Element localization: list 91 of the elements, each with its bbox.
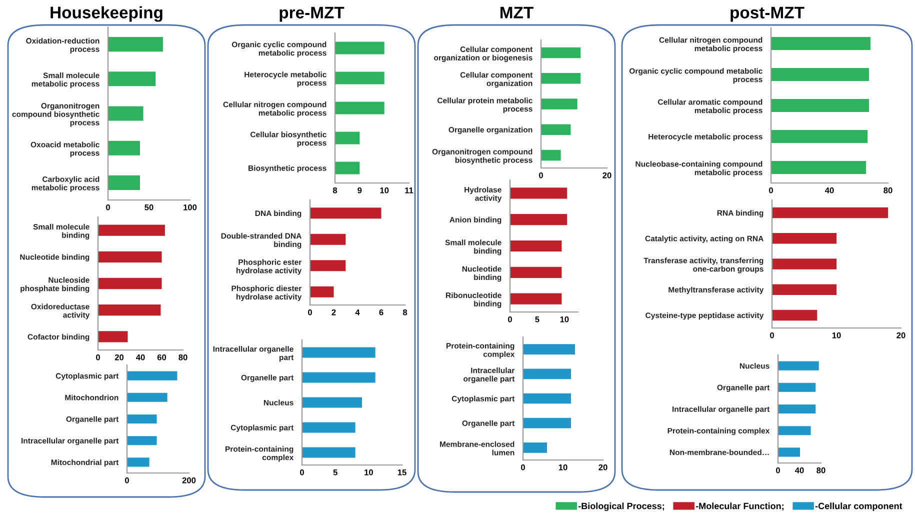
x-tick-label: 4 [355,309,360,316]
bar [772,284,836,295]
bar [108,175,140,190]
x-tick-label: 20 [598,464,608,470]
bar [108,72,156,86]
x-tick-label: 11 [405,187,414,194]
x-tick-label: 0 [96,354,100,360]
x-tick-label: 0 [300,469,304,476]
bar [108,106,144,121]
x-tick-label: 40 [794,467,804,474]
x-tick-label: 15 [398,469,406,476]
x-tick-label: 8 [402,309,408,316]
bar [302,397,362,408]
bar [541,150,561,161]
bar [302,422,356,433]
bar [772,310,818,321]
bar [98,331,128,342]
x-tick-label: 5 [333,469,338,476]
bar [98,278,162,290]
chart-title: post-MZT [730,6,804,22]
x-tick-label: 2 [332,309,336,316]
x-tick-label: 0 [776,467,780,474]
x-tick-label: 10 [832,332,841,338]
bar [98,304,161,316]
x-tick-label: 80 [884,187,892,194]
x-tick-label: 5 [535,316,540,322]
x-tick-label: 80 [816,467,826,474]
x-tick-label: 10 [380,187,389,194]
bar [523,393,571,404]
x-tick-label: 0 [308,309,312,316]
x-tick-label: 0 [508,316,512,322]
x-tick-label: 80 [178,354,188,360]
x-tick-label: 20 [114,354,124,360]
x-tick-label: 9 [358,187,362,194]
bar [523,442,547,453]
x-tick-label: 0 [539,172,543,178]
x-tick-label: 50 [144,204,154,210]
x-tick-label: 0 [769,187,773,194]
x-tick-label: 6 [379,309,384,316]
bar [108,37,163,52]
x-tick-label: 0 [125,477,129,484]
bar [127,392,168,402]
x-tick-label: 40 [824,187,834,194]
chart-title: Housekeeping [50,6,162,22]
bar [772,207,888,218]
bar [778,404,816,414]
legend-label: -Molecular Function; [696,502,784,510]
bar [127,414,157,424]
bar [127,371,178,380]
bar [778,448,800,457]
x-tick-label: 20 [896,332,906,338]
chart-title: pre-MZT [280,6,344,22]
bar [310,286,334,298]
x-tick-label: 20 [602,172,612,178]
x-tick-label: 100 [184,204,197,210]
x-tick-label: 0 [770,332,774,338]
legend-label: -Cellular component [815,502,902,511]
x-tick-label: 40 [136,354,145,360]
bar [778,426,811,436]
bar [108,140,140,156]
bar [541,47,581,58]
bar [772,258,836,270]
legend-label: -Biological Process; [578,502,664,512]
bar [523,368,571,380]
bar [541,73,581,84]
bar [523,418,571,428]
x-tick-label: 60 [157,354,166,360]
x-tick-label: 0 [106,204,110,210]
x-tick-label: 0 [521,464,525,470]
bar [310,208,382,219]
bar [98,224,165,236]
bar [302,347,376,358]
bar [302,447,356,458]
chart-title: MZT [500,6,534,18]
bar [310,234,346,245]
x-tick-label: 8 [332,187,338,194]
bar [778,361,819,370]
bar [127,458,150,467]
x-tick-label: 10 [364,469,373,476]
bar [523,344,575,354]
x-tick-label: 10 [558,464,568,470]
bar [778,382,816,392]
x-tick-label: 200 [182,477,196,484]
bar [98,251,162,262]
bar [310,260,346,272]
bar [541,124,571,135]
x-tick-label: 10 [560,316,569,322]
bar [772,233,836,244]
bar [541,98,578,110]
bar [302,372,376,383]
bar [127,436,157,446]
